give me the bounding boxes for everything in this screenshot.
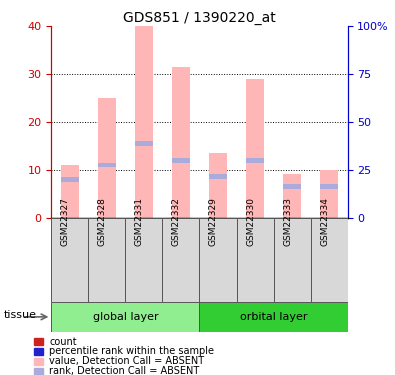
Bar [34, 358, 43, 365]
Bar [283, 184, 301, 189]
Text: rank, Detection Call = ABSENT: rank, Detection Call = ABSENT [49, 366, 199, 375]
Text: GSM22331: GSM22331 [135, 197, 144, 246]
Bar [310, 217, 348, 302]
Bar [209, 174, 227, 179]
Bar [51, 302, 199, 332]
Bar [172, 67, 190, 218]
Bar [320, 184, 339, 189]
Bar [34, 348, 43, 355]
Text: tissue: tissue [4, 310, 37, 320]
Bar [320, 170, 339, 217]
Bar [88, 217, 126, 302]
Bar [209, 153, 227, 218]
Text: orbital layer: orbital layer [240, 312, 307, 322]
Bar [98, 162, 116, 167]
Text: GSM22332: GSM22332 [172, 197, 181, 246]
Bar [274, 217, 310, 302]
Bar [34, 338, 43, 345]
Text: count: count [49, 336, 77, 346]
Bar [162, 217, 199, 302]
Bar [237, 217, 274, 302]
Bar [60, 165, 79, 218]
Bar [172, 158, 190, 162]
Bar [135, 141, 153, 146]
Text: GSM22333: GSM22333 [283, 197, 292, 246]
Bar [60, 177, 79, 182]
Text: GSM22329: GSM22329 [209, 197, 218, 246]
Text: GSM22327: GSM22327 [61, 197, 70, 246]
Text: value, Detection Call = ABSENT: value, Detection Call = ABSENT [49, 356, 205, 366]
Bar [246, 79, 264, 218]
Title: GDS851 / 1390220_at: GDS851 / 1390220_at [123, 11, 276, 25]
Text: percentile rank within the sample: percentile rank within the sample [49, 346, 214, 356]
Bar [199, 217, 237, 302]
Bar [98, 98, 116, 218]
Bar [283, 174, 301, 217]
Text: GSM22334: GSM22334 [320, 197, 329, 246]
Text: GSM22328: GSM22328 [98, 197, 107, 246]
Bar [246, 158, 264, 162]
Text: global layer: global layer [92, 312, 158, 322]
Bar [135, 26, 153, 218]
Bar [51, 217, 88, 302]
Bar [126, 217, 162, 302]
Bar [34, 368, 43, 375]
Text: GSM22330: GSM22330 [246, 197, 255, 246]
Bar [199, 302, 348, 332]
